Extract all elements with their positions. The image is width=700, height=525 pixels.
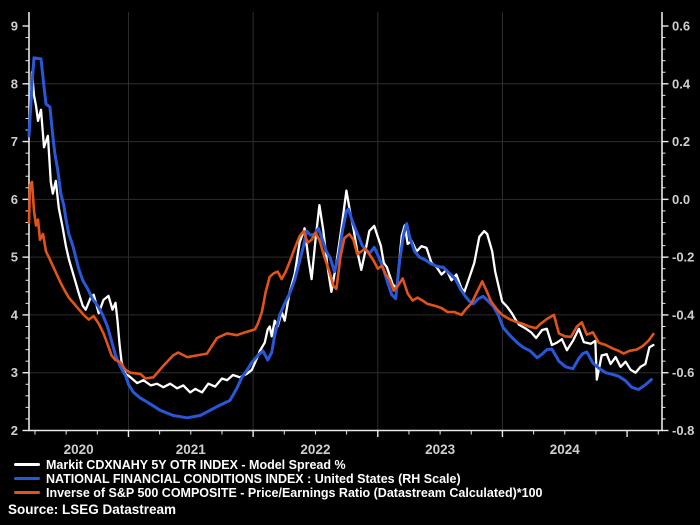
svg-text:2021: 2021 (176, 442, 207, 457)
svg-text:0.6: 0.6 (672, 19, 690, 34)
svg-text:2: 2 (11, 423, 18, 438)
svg-text:6: 6 (11, 192, 18, 207)
y-axis-left: 9 8 7 6 5 4 3 2 (11, 19, 29, 438)
source-note: Source: LSEG Datastream (8, 502, 177, 517)
series-line-0 (27, 71, 655, 394)
svg-text:2020: 2020 (64, 442, 94, 457)
legend-item-cdx-spread: Markit CDXNAHY 5Y OTR INDEX - Model Spre… (14, 457, 542, 472)
svg-text:2024: 2024 (550, 442, 581, 457)
legend-label-cdx-spread: Markit CDXNAHY 5Y OTR INDEX - Model Spre… (46, 457, 346, 472)
svg-text:3: 3 (11, 365, 18, 380)
svg-text:7: 7 (11, 134, 18, 149)
svg-text:5: 5 (11, 250, 18, 265)
legend-label-nfci: NATIONAL FINANCIAL CONDITIONS INDEX : Un… (46, 471, 461, 486)
svg-text:4: 4 (11, 307, 19, 322)
gridlines (29, 12, 662, 431)
series-line-2 (27, 180, 655, 380)
legend-swatch-orange-line-icon (14, 490, 40, 495)
legend-swatch-white-line-icon (14, 462, 40, 467)
svg-text:0.2: 0.2 (672, 134, 690, 149)
series-line-1 (27, 56, 653, 420)
x-axis: 2020 2021 2022 2023 2024 (34, 430, 659, 457)
svg-text:0.4: 0.4 (672, 76, 691, 91)
svg-text:9: 9 (11, 19, 18, 34)
legend: Markit CDXNAHY 5Y OTR INDEX - Model Spre… (14, 457, 543, 500)
svg-text:-0.8: -0.8 (672, 423, 694, 438)
svg-text:2022: 2022 (300, 442, 330, 457)
svg-text:-0.4: -0.4 (672, 307, 695, 322)
svg-text:2023: 2023 (425, 442, 456, 457)
svg-text:-0.2: -0.2 (672, 250, 694, 265)
legend-item-nfci: NATIONAL FINANCIAL CONDITIONS INDEX : Un… (14, 471, 542, 486)
legend-swatch-blue-line-icon (14, 476, 40, 481)
svg-text:0.0: 0.0 (672, 192, 690, 207)
legend-item-sp500-inverse-pe: Inverse of S&P 500 COMPOSITE - Price/Ear… (14, 485, 543, 500)
y-axis-right: 0.6 0.4 0.2 0.0 -0.2 -0.4 -0.6 -0.8 (662, 19, 695, 438)
svg-text:-0.6: -0.6 (672, 365, 694, 380)
svg-text:8: 8 (11, 76, 18, 91)
legend-label-sp500-inverse-pe: Inverse of S&P 500 COMPOSITE - Price/Ear… (46, 485, 543, 500)
